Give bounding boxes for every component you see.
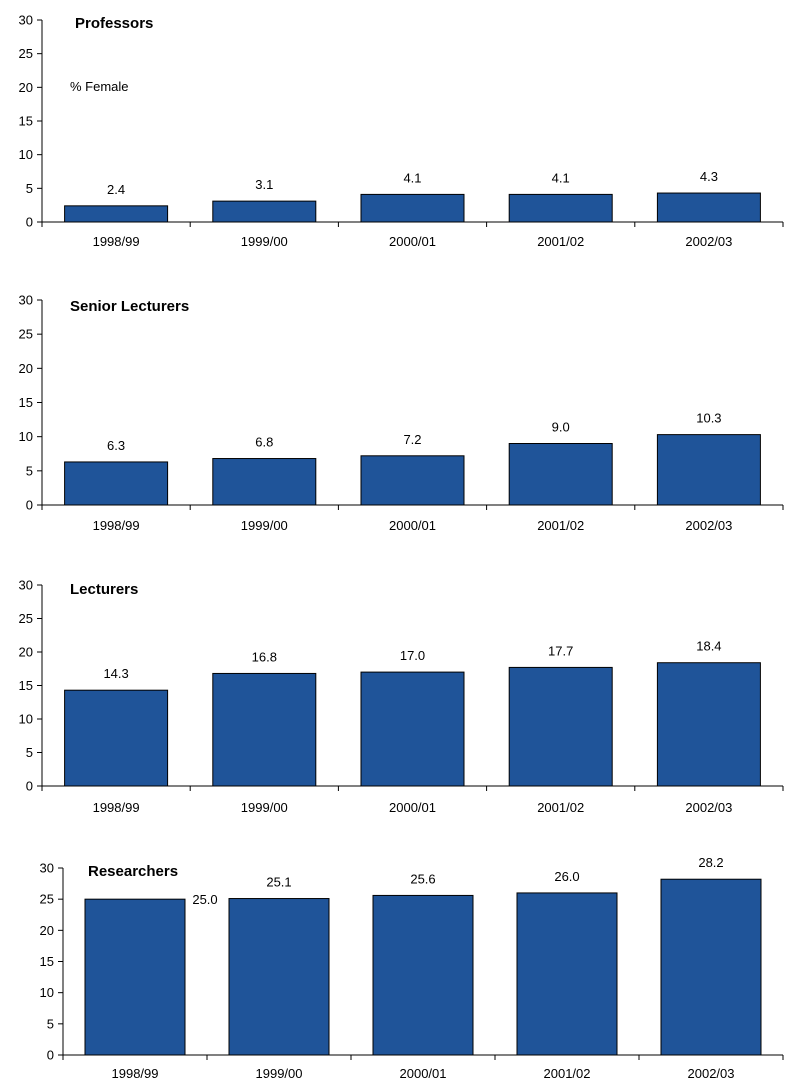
y-tick-label: 0 bbox=[26, 215, 33, 230]
x-tick-label: 1999/00 bbox=[241, 518, 288, 533]
bar-1998-99 bbox=[64, 205, 169, 223]
x-tick-label: 2002/03 bbox=[685, 518, 732, 533]
x-tick-label: 2002/03 bbox=[685, 234, 732, 249]
data-label: 7.2 bbox=[403, 432, 421, 447]
x-tick-label: 2001/02 bbox=[537, 234, 584, 249]
y-tick-label: 25 bbox=[19, 46, 33, 61]
x-tick-label: 2000/01 bbox=[389, 800, 436, 815]
data-label: 3.1 bbox=[255, 177, 273, 192]
bar-2001-02 bbox=[508, 193, 613, 223]
x-tick-label: 2000/01 bbox=[400, 1066, 447, 1079]
y-tick-label: 0 bbox=[26, 779, 33, 794]
data-label: 25.6 bbox=[410, 871, 435, 886]
data-label: 9.0 bbox=[552, 420, 570, 435]
data-label: 17.7 bbox=[548, 643, 573, 658]
y-tick-label: 20 bbox=[19, 80, 33, 95]
x-tick-label: 2000/01 bbox=[389, 518, 436, 533]
data-label: 4.3 bbox=[700, 169, 718, 184]
data-label: 2.4 bbox=[107, 182, 125, 197]
y-tick-label: 30 bbox=[19, 578, 33, 593]
y-tick-label: 25 bbox=[19, 611, 33, 626]
data-label: 4.1 bbox=[403, 170, 421, 185]
x-tick-label: 2002/03 bbox=[688, 1066, 735, 1079]
bar-1999-00 bbox=[228, 898, 330, 1056]
x-tick-label: 2000/01 bbox=[389, 234, 436, 249]
chart-title: Senior Lecturers bbox=[70, 298, 189, 315]
bar-1999-00 bbox=[212, 458, 317, 506]
y-tick-label: 5 bbox=[26, 745, 33, 760]
x-tick-label: 2001/02 bbox=[537, 518, 584, 533]
data-label: 25.1 bbox=[266, 875, 291, 890]
bar-chart-2: 0 5 10 15 20 25 30 6.3 1998/99 6.8 1999/00 7.2 2000/… bbox=[19, 293, 784, 533]
x-tick-label: 1999/00 bbox=[241, 234, 288, 249]
data-label: 25.0 bbox=[192, 892, 217, 907]
data-label: 18.4 bbox=[696, 639, 721, 654]
bar-2002-03 bbox=[660, 878, 762, 1056]
bar-2001-02 bbox=[508, 443, 613, 506]
bar-2002-03 bbox=[656, 192, 761, 223]
bar-2000-01 bbox=[372, 894, 474, 1056]
bar-2000-01 bbox=[360, 193, 465, 223]
y-tick-label: 10 bbox=[40, 985, 54, 1000]
data-label: 26.0 bbox=[554, 869, 579, 884]
x-tick-label: 1998/99 bbox=[93, 800, 140, 815]
y-tick-label: 10 bbox=[19, 712, 33, 727]
bar-1998-99 bbox=[84, 898, 186, 1056]
bar-chart-1: 0 5 10 15 20 25 30 2.4 1998/99 3.1 1999/00 4.1 2000/… bbox=[19, 13, 784, 249]
y-tick-label: 0 bbox=[26, 498, 33, 513]
bar-2001-02 bbox=[516, 892, 618, 1056]
bar-2000-01 bbox=[360, 455, 465, 506]
bar-1998-99 bbox=[64, 461, 169, 506]
y-tick-label: 20 bbox=[19, 361, 33, 376]
y-tick-label: 0 bbox=[47, 1048, 54, 1063]
y-tick-label: 25 bbox=[40, 892, 54, 907]
y-axis-label: % Female bbox=[70, 79, 129, 94]
bar-1999-00 bbox=[212, 200, 317, 223]
y-tick-label: 10 bbox=[19, 147, 33, 162]
x-tick-label: 1998/99 bbox=[93, 518, 140, 533]
y-tick-label: 20 bbox=[19, 645, 33, 660]
data-label: 28.2 bbox=[698, 855, 723, 870]
data-label: 17.0 bbox=[400, 648, 425, 663]
chart-title: Researchers bbox=[88, 863, 178, 880]
y-tick-label: 30 bbox=[40, 861, 54, 876]
bar-2002-03 bbox=[656, 434, 761, 506]
y-tick-label: 15 bbox=[19, 678, 33, 693]
data-label: 14.3 bbox=[103, 666, 128, 681]
chart-title: Lecturers bbox=[70, 581, 138, 598]
y-tick-label: 25 bbox=[19, 327, 33, 342]
bar-2002-03 bbox=[656, 662, 761, 787]
bar-1999-00 bbox=[212, 672, 317, 787]
y-tick-label: 5 bbox=[47, 1016, 54, 1031]
y-tick-label: 10 bbox=[19, 429, 33, 444]
bar-2001-02 bbox=[508, 666, 613, 787]
bar-chart-4: 0 5 10 15 20 25 30 25.0 1998/99 25.1 1999/00 25.6 20… bbox=[40, 855, 784, 1079]
bar-1998-99 bbox=[64, 689, 169, 787]
y-tick-label: 15 bbox=[19, 395, 33, 410]
y-tick-label: 20 bbox=[40, 923, 54, 938]
data-label: 6.8 bbox=[255, 435, 273, 450]
x-tick-label: 1998/99 bbox=[93, 234, 140, 249]
data-label: 4.1 bbox=[552, 170, 570, 185]
data-label: 10.3 bbox=[696, 411, 721, 426]
y-tick-label: 30 bbox=[19, 13, 33, 28]
data-label: 16.8 bbox=[252, 649, 277, 664]
y-tick-label: 30 bbox=[19, 293, 33, 308]
y-tick-label: 5 bbox=[26, 181, 33, 196]
data-label: 6.3 bbox=[107, 438, 125, 453]
y-tick-label: 15 bbox=[40, 954, 54, 969]
bar-chart-3: 0 5 10 15 20 25 30 14.3 1998/99 16.8 1999/00 17.0 20… bbox=[19, 578, 784, 815]
chart-title: Professors bbox=[75, 15, 153, 32]
x-tick-label: 1999/00 bbox=[256, 1066, 303, 1079]
y-tick-label: 15 bbox=[19, 114, 33, 129]
x-tick-label: 2002/03 bbox=[685, 800, 732, 815]
x-tick-label: 2001/02 bbox=[537, 800, 584, 815]
x-tick-label: 1999/00 bbox=[241, 800, 288, 815]
y-tick-label: 5 bbox=[26, 463, 33, 478]
bar-2000-01 bbox=[360, 671, 465, 787]
x-tick-label: 1998/99 bbox=[112, 1066, 159, 1079]
x-tick-label: 2001/02 bbox=[544, 1066, 591, 1079]
